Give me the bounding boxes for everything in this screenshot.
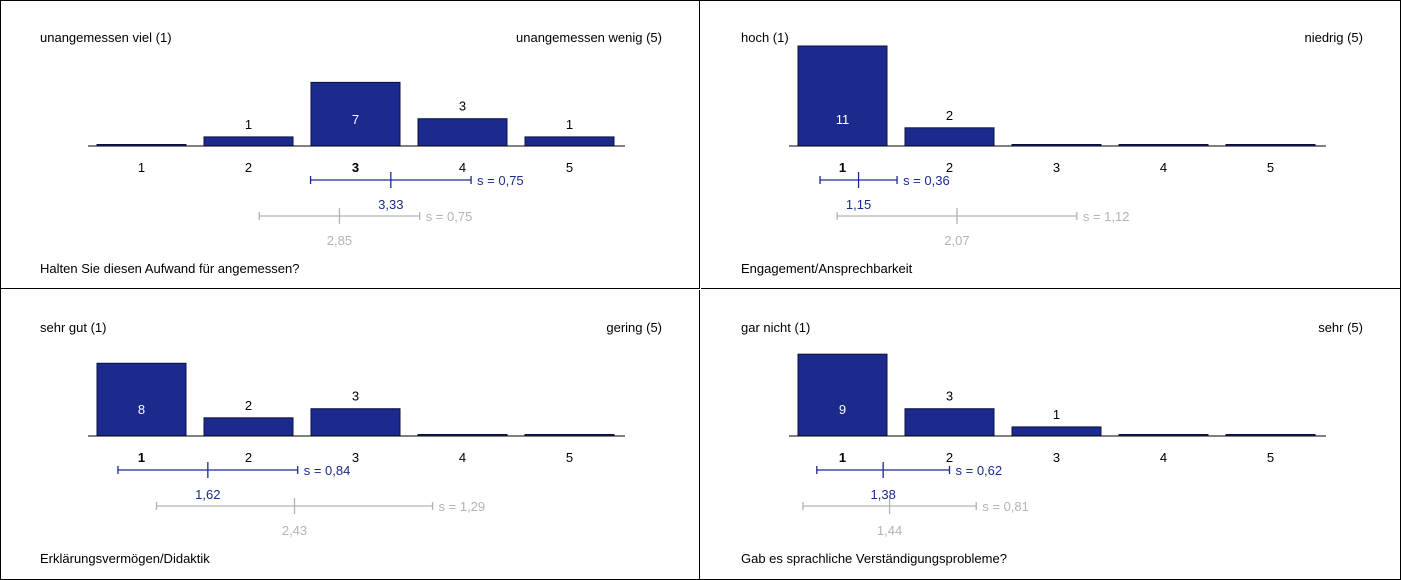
- category-label-4: 4: [1160, 450, 1167, 465]
- bar-value-label-3: 3: [352, 389, 359, 404]
- reference-sd-label: s = 0,81: [982, 499, 1029, 514]
- bar-value-label-4: 3: [459, 99, 466, 114]
- mean-sd-label: s = 0,84: [304, 463, 351, 478]
- question-label: Gab es sprachliche Verständigungsproblem…: [741, 551, 1007, 566]
- mean-mean-label: 3,33: [378, 197, 403, 212]
- right-scale-label: unangemessen wenig (5): [516, 30, 662, 45]
- reference-sd-label: s = 0,75: [426, 209, 473, 224]
- bar-2: [203, 417, 294, 437]
- question-label: Erklärungsvermögen/Didaktik: [40, 551, 210, 566]
- right-scale-label: sehr (5): [1318, 320, 1363, 335]
- category-label-5: 5: [566, 450, 573, 465]
- bar-value-label-2: 3: [946, 389, 953, 404]
- bar-1: [797, 45, 888, 147]
- question-label: Halten Sie diesen Aufwand für angemessen…: [40, 261, 299, 276]
- left-scale-label: hoch (1): [741, 30, 789, 45]
- left-scale-label: gar nicht (1): [741, 320, 810, 335]
- left-scale-label: unangemessen viel (1): [40, 30, 172, 45]
- bar-2: [904, 408, 995, 437]
- bar-value-label-5: 1: [566, 117, 573, 132]
- category-label-5: 5: [1267, 450, 1274, 465]
- bar-value-label-2: 2: [946, 108, 953, 123]
- question-label: Engagement/Ansprechbarkeit: [741, 261, 913, 276]
- reference-sd-label: s = 1,12: [1083, 209, 1130, 224]
- bar-5: [524, 136, 615, 147]
- bar-4: [417, 118, 508, 147]
- mean-mean-label: 1,62: [195, 487, 220, 502]
- reference-mean-label: 2,43: [282, 523, 307, 538]
- panel-engagement: hoch (1) niedrig (5) 11 2 1 2 3 4 5 1,15 s = 0,36 2…: [701, 0, 1401, 289]
- bar-value-label-1: 11: [836, 112, 850, 127]
- chart-didaktik: sehr gut (1) gering (5) 8 2 3 1 2 3 4 5 1,62 s = 0,…: [40, 320, 662, 566]
- category-label-5: 5: [1267, 160, 1274, 175]
- mean-sd-label: s = 0,75: [477, 173, 524, 188]
- category-label-3: 3: [1053, 160, 1060, 175]
- reference-mean-label: 1,44: [877, 523, 902, 538]
- chart-verstaendigung: gar nicht (1) sehr (5) 9 3 1 1 2 3 4 5 1,38 s = 0,6…: [741, 320, 1363, 566]
- category-label-4: 4: [1160, 160, 1167, 175]
- chart-aufwand: unangemessen viel (1) unangemessen wenig …: [40, 30, 662, 276]
- category-label-1: 1: [839, 160, 846, 175]
- reference-mean-label: 2,85: [327, 233, 352, 248]
- right-scale-label: gering (5): [606, 320, 662, 335]
- category-label-4: 4: [459, 160, 466, 175]
- bar-3: [1011, 426, 1102, 437]
- category-label-3: 3: [1053, 450, 1060, 465]
- category-label-4: 4: [459, 450, 466, 465]
- bar-1: [96, 362, 187, 437]
- mean-sd-label: s = 0,36: [903, 173, 950, 188]
- category-label-5: 5: [566, 160, 573, 175]
- panel-didaktik: sehr gut (1) gering (5) 8 2 3 1 2 3 4 5 1,62 s = 0,…: [0, 290, 700, 579]
- category-label-3: 3: [352, 450, 359, 465]
- mean-mean-label: 1,15: [846, 197, 871, 212]
- bar-2: [203, 136, 294, 147]
- category-label-2: 2: [946, 450, 953, 465]
- reference-sd-label: s = 1,29: [439, 499, 486, 514]
- reference-mean-label: 2,07: [944, 233, 969, 248]
- bar-value-label-3: 1: [1053, 407, 1060, 422]
- mean-sd-label: s = 0,62: [956, 463, 1003, 478]
- right-scale-label: niedrig (5): [1304, 30, 1363, 45]
- left-scale-label: sehr gut (1): [40, 320, 106, 335]
- bar-value-label-1: 9: [839, 402, 846, 417]
- category-label-1: 1: [138, 450, 145, 465]
- bar-value-label-2: 2: [245, 398, 252, 413]
- bar-value-label-3: 7: [352, 112, 359, 127]
- category-label-2: 2: [245, 450, 252, 465]
- panel-aufwand: unangemessen viel (1) unangemessen wenig …: [0, 0, 700, 289]
- mean-mean-label: 1,38: [871, 487, 896, 502]
- panel-verstaendigung: gar nicht (1) sehr (5) 9 3 1 1 2 3 4 5 1,38 s = 0,6…: [701, 290, 1401, 579]
- category-label-2: 2: [245, 160, 252, 175]
- bar-value-label-2: 1: [245, 117, 252, 132]
- category-label-1: 1: [138, 160, 145, 175]
- bar-3: [310, 408, 401, 437]
- bar-2: [904, 127, 995, 147]
- category-label-3: 3: [352, 160, 359, 175]
- category-label-2: 2: [946, 160, 953, 175]
- chart-engagement: hoch (1) niedrig (5) 11 2 1 2 3 4 5 1,15 s = 0,36 2…: [741, 30, 1363, 276]
- bar-1: [797, 353, 888, 437]
- category-label-1: 1: [839, 450, 846, 465]
- bar-value-label-1: 8: [138, 402, 145, 417]
- bar-3: [310, 81, 401, 147]
